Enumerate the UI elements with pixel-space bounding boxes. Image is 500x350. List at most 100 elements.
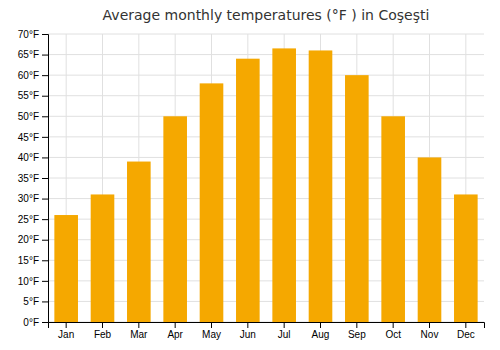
bar — [309, 50, 333, 322]
tick-label: 45°F — [18, 132, 39, 143]
tick-mark — [42, 75, 48, 76]
bar — [54, 215, 78, 322]
bars — [54, 48, 477, 322]
bar — [272, 48, 296, 322]
tick-label: Dec — [457, 329, 475, 340]
title: Average monthly temperatures (°F ) in Co… — [103, 7, 430, 23]
plot: 0°F 5°F 10°F 15°F 20°F 25°F 30°F 35°F 40°F 45°F 50… — [18, 29, 485, 340]
tick-label: 65°F — [18, 49, 39, 60]
y-axis: 0°F 5°F 10°F 15°F 20°F 25°F 30°F 35°F 40°F 45°F 50… — [18, 29, 49, 328]
tick-mark — [247, 322, 248, 328]
tick-mark — [465, 322, 466, 328]
y-tick: 30°F — [18, 193, 48, 204]
tick-label: Mar — [130, 329, 148, 340]
tick-label: 60°F — [18, 70, 39, 81]
tick-label: Oct — [385, 329, 401, 340]
bar — [163, 116, 187, 322]
grid-line-y — [48, 136, 484, 137]
tick-mark — [42, 116, 48, 117]
x-tick: Dec — [457, 322, 475, 340]
grid — [48, 34, 484, 322]
y-tick: 15°F — [18, 255, 48, 266]
y-tick: 60°F — [18, 70, 48, 81]
tick-mark — [42, 55, 48, 56]
bar — [200, 83, 224, 322]
tick-label: Jul — [278, 329, 291, 340]
tick-mark — [42, 34, 48, 35]
bar — [236, 59, 260, 322]
x-tick: Mar — [130, 322, 148, 340]
x-tick: Sep — [348, 322, 366, 340]
tick-label: Nov — [421, 329, 439, 340]
tick-label: 55°F — [18, 90, 39, 101]
x-tick: May — [202, 322, 221, 340]
tick-mark — [393, 322, 394, 328]
grid-line-y — [48, 95, 484, 96]
x-tick: Feb — [94, 322, 112, 340]
x-tick: Apr — [167, 322, 183, 340]
tick-label: 15°F — [18, 255, 39, 266]
tick-mark — [42, 260, 48, 261]
x-tick: Aug — [312, 322, 330, 340]
tick-label: 35°F — [18, 173, 39, 184]
tick-mark — [356, 322, 357, 328]
tick-label: 10°F — [18, 276, 39, 287]
y-tick: 40°F — [18, 152, 48, 163]
y-tick: 10°F — [18, 276, 48, 287]
grid-line-y — [48, 75, 484, 76]
tick-label: May — [202, 329, 221, 340]
tick-mark — [42, 322, 48, 323]
y-tick: 55°F — [18, 90, 48, 101]
tick-mark — [66, 322, 67, 328]
tick-label: Sep — [348, 329, 366, 340]
tick-label: 40°F — [18, 152, 39, 163]
tick-mark — [42, 219, 48, 220]
y-tick: 20°F — [18, 234, 48, 245]
tick-mark — [42, 96, 48, 97]
y-tick: 65°F — [18, 49, 48, 60]
chart: Average monthly temperatures (°F ) in Co… — [0, 0, 500, 350]
x-tick: Jul — [278, 322, 291, 340]
tick-mark — [429, 322, 430, 328]
grid-line-y — [48, 34, 484, 35]
tick-label: 70°F — [18, 29, 39, 40]
x-tick: Jan — [58, 322, 74, 340]
tick-label: 0°F — [23, 317, 39, 328]
bar — [381, 116, 405, 322]
tick-label: Jan — [58, 329, 74, 340]
tick-mark — [175, 322, 176, 328]
bar — [91, 194, 115, 322]
tick-label: 20°F — [18, 234, 39, 245]
x-tick: Jun — [240, 322, 256, 340]
y-tick: 50°F — [18, 111, 48, 122]
tick-mark — [42, 157, 48, 158]
bar — [418, 157, 442, 322]
y-tick: 0°F — [23, 317, 48, 328]
y-tick: 25°F — [18, 214, 48, 225]
tick-mark — [42, 178, 48, 179]
tick-label: Jun — [240, 329, 256, 340]
grid-line-y — [48, 116, 484, 117]
tick-mark — [42, 301, 48, 302]
tick-label: 25°F — [18, 214, 39, 225]
x-axis: Jan Feb Mar Apr May Jun Jul Aug Sep Oct Nov Dec — [49, 322, 485, 340]
axis-line — [42, 35, 49, 323]
tick-mark — [42, 281, 48, 282]
y-tick: 5°F — [23, 296, 48, 307]
tick-mark — [211, 322, 212, 328]
tick-mark — [42, 240, 48, 241]
tick-label: Feb — [94, 329, 112, 340]
tick-mark — [138, 322, 139, 328]
tick-mark — [42, 199, 48, 200]
tick-mark — [284, 322, 285, 328]
tick-mark — [102, 322, 103, 328]
axis-line — [49, 323, 485, 329]
y-tick: 35°F — [18, 173, 48, 184]
bar — [345, 75, 369, 322]
tick-label: 50°F — [18, 111, 39, 122]
grid-line-y — [48, 54, 484, 55]
tick-label: 30°F — [18, 193, 39, 204]
bar — [127, 162, 151, 322]
tick-label: Apr — [167, 329, 183, 340]
x-tick: Oct — [385, 322, 401, 340]
